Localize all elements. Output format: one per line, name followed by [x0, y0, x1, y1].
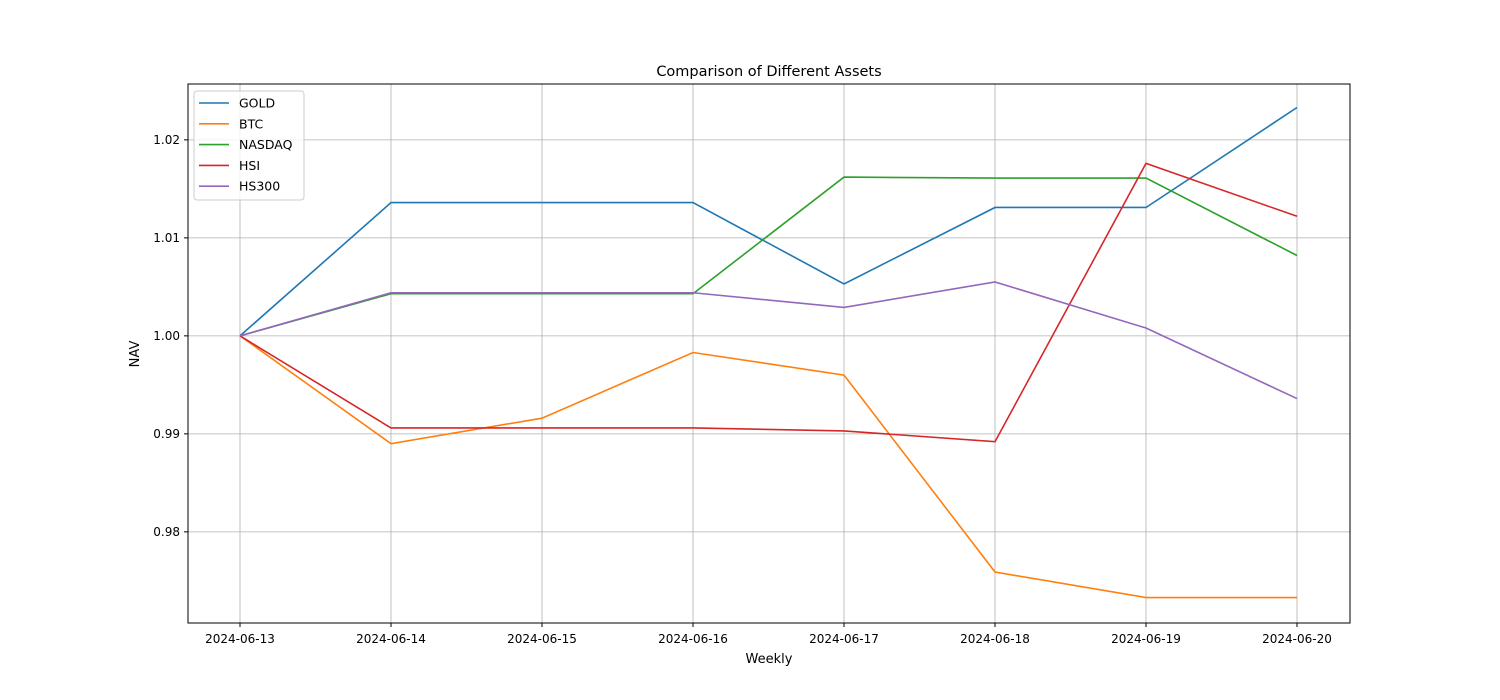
y-axis-label: NAV: [128, 341, 143, 368]
legend-label: GOLD: [239, 96, 275, 111]
y-tick-label: 0.99: [153, 427, 180, 441]
x-tick-label: 2024-06-16: [658, 632, 728, 646]
y-tick-label: 1.00: [153, 329, 180, 343]
series-line-btc: [239, 335, 1297, 599]
x-tick-label: 2024-06-18: [960, 632, 1030, 646]
y-axis: 0.98 0.99 1.00 1.01 1.02: [153, 133, 188, 539]
x-tick-label: 2024-06-14: [356, 632, 426, 646]
grid: [188, 84, 1350, 623]
x-tick-label: 2024-06-19: [1111, 632, 1181, 646]
legend-label: BTC: [239, 116, 263, 131]
legend-label: NASDAQ: [239, 137, 293, 152]
x-axis: 2024-06-13 2024-06-14 2024-06-15 2024-06-16…: [205, 623, 1332, 646]
legend-box: [193, 90, 305, 201]
x-tick-label: 2024-06-15: [507, 632, 577, 646]
plot-frame: [187, 83, 1351, 624]
legend-label: HSI: [239, 158, 260, 173]
series-lines: [239, 106, 1298, 599]
series-line-nasdaq: [239, 176, 1298, 337]
y-tick-label: 1.01: [153, 231, 180, 245]
x-axis-label: Weekly: [746, 652, 793, 667]
chart-title: Comparison of Different Assets: [656, 64, 881, 80]
x-tick-label: 2024-06-17: [809, 632, 879, 646]
series-line-gold: [239, 106, 1298, 337]
series-line-hsi: [239, 162, 1298, 443]
legend-label: HS300: [239, 179, 280, 194]
legend: GOLD BTC NASDAQ HSI HS300: [193, 90, 305, 201]
y-tick-label: 0.98: [153, 525, 180, 539]
x-tick-label: 2024-06-13: [205, 632, 275, 646]
series-line-hs300: [239, 281, 1298, 400]
x-tick-label: 2024-06-20: [1262, 632, 1332, 646]
y-tick-label: 1.02: [153, 133, 180, 147]
